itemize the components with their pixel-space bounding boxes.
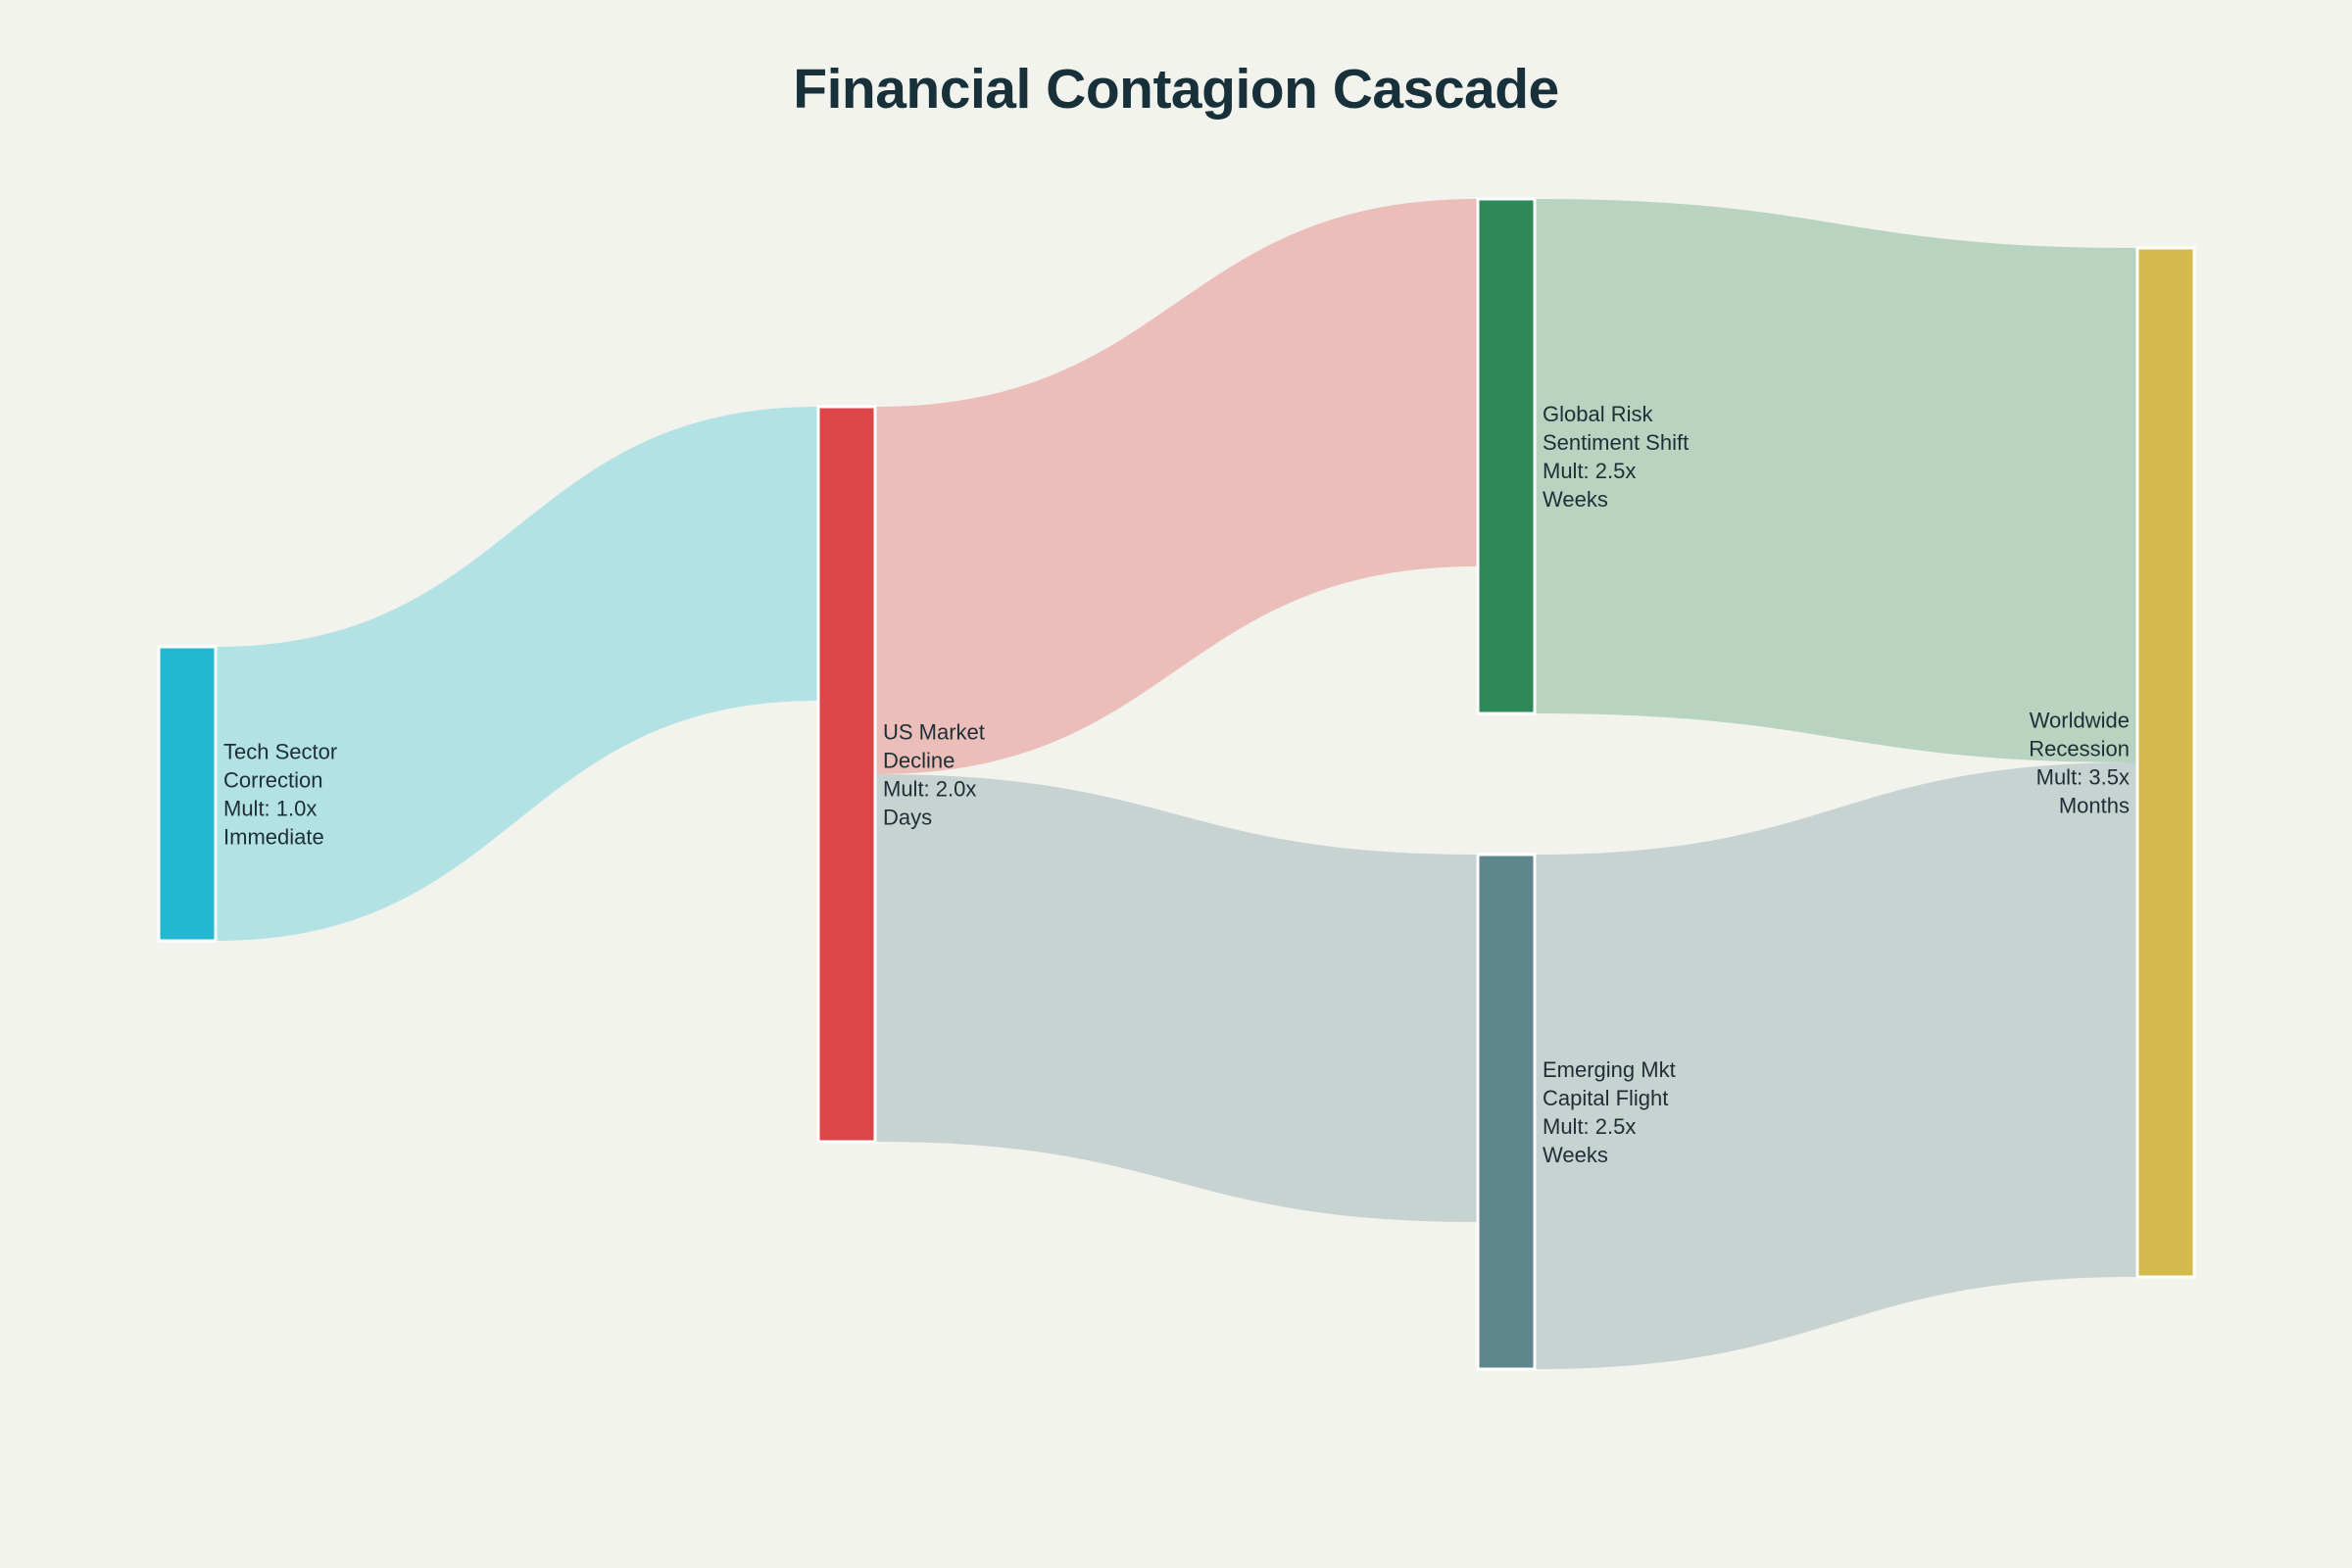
node-label-line: Mult: 2.0x xyxy=(883,777,976,802)
node-label-line: Days xyxy=(883,806,932,830)
node-label-line: Mult: 1.0x xyxy=(223,797,317,821)
link-tech-to-us xyxy=(216,407,818,941)
node-label-world: Worldwide Recession Mult: 3.5x Months xyxy=(2029,709,2130,818)
node-label-us: US Market Decline Mult: 2.0x Days xyxy=(883,720,985,830)
node-label-line: Worldwide xyxy=(2030,709,2130,733)
node-label-line: Capital Flight xyxy=(1543,1086,1668,1110)
links-layer xyxy=(216,199,2137,1369)
node-label-line: Months xyxy=(2059,794,2130,818)
node-label-line: Decline xyxy=(883,749,955,773)
node-label-line: Immediate xyxy=(223,825,324,850)
node-label-line: Mult: 2.5x xyxy=(1543,459,1636,483)
node-label-line: Global Risk xyxy=(1543,402,1653,426)
nodes-layer xyxy=(157,197,2196,1371)
node-label-line: Weeks xyxy=(1543,487,1608,512)
link-emerging-to-world xyxy=(1535,762,2137,1369)
node-label-line: Mult: 3.5x xyxy=(2036,765,2130,790)
node-label-line: Weeks xyxy=(1543,1143,1608,1167)
node-emerging xyxy=(1476,853,1537,1371)
chart-title: Financial Contagion Cascade xyxy=(793,58,1559,121)
node-label-tech: Tech Sector Correction Mult: 1.0x Immediate xyxy=(223,740,337,850)
link-us-to-emerging xyxy=(875,774,1478,1222)
node-label-line: Tech Sector xyxy=(223,740,337,764)
link-global-to-world xyxy=(1535,199,2137,762)
node-tech xyxy=(157,645,218,943)
link-us-to-global xyxy=(875,199,1478,774)
node-label-emerging: Emerging Mkt Capital Flight Mult: 2.5x Week… xyxy=(1543,1057,1676,1167)
labels-layer: Tech Sector Correction Mult: 1.0x Immediate… xyxy=(223,402,2130,1167)
node-world xyxy=(2135,246,2196,1279)
node-label-line: Emerging Mkt xyxy=(1543,1057,1676,1082)
node-global xyxy=(1476,197,1537,715)
node-label-line: Sentiment Shift xyxy=(1543,430,1689,455)
node-us xyxy=(816,405,877,1144)
node-label-line: US Market xyxy=(883,720,985,745)
node-label-global: Global Risk Sentiment Shift Mult: 2.5x Week… xyxy=(1543,402,1689,512)
node-label-line: Mult: 2.5x xyxy=(1543,1114,1636,1139)
node-label-line: Correction xyxy=(223,768,322,793)
node-label-line: Recession xyxy=(2029,737,2130,761)
